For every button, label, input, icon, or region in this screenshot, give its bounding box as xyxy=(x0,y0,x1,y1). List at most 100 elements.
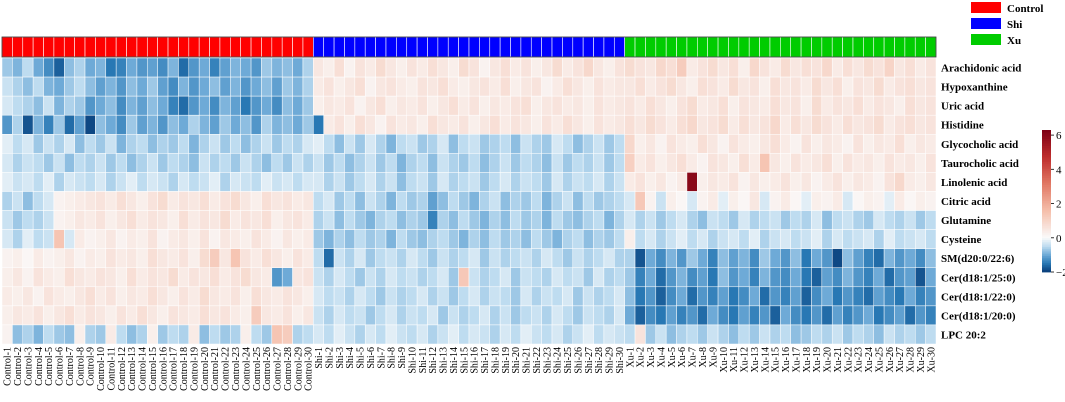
cell-glycocholic-acid-xu-30 xyxy=(925,134,937,154)
column-label-shi-15: Shi-15 xyxy=(459,347,470,374)
cell-cer-d18-1-25-0-control-10 xyxy=(95,267,107,288)
cell-cer-d18-1-22-0-shi-10 xyxy=(406,286,418,307)
cell-cer-d18-1-22-0-control-4 xyxy=(32,286,44,307)
column-label-shi-12: Shi-12 xyxy=(428,347,439,374)
cell-cer-d18-1-22-0-shi-22 xyxy=(531,286,542,307)
cell-taurocholic-acid-shi-17 xyxy=(479,153,491,173)
cell-uric-acid-xu-19 xyxy=(811,95,823,116)
cell-glycocholic-acid-xu-15 xyxy=(769,134,781,154)
cell-cer-d18-1-22-0-xu-7 xyxy=(686,286,698,307)
cell-citric-acid-shi-3 xyxy=(333,191,345,211)
cell-linolenic-acid-control-18 xyxy=(178,172,190,192)
group-bar-cell-xu-21 xyxy=(831,36,843,58)
cell-sm-d20-0-22-6-xu-10 xyxy=(717,248,729,268)
cell-citric-acid-shi-1 xyxy=(313,191,324,211)
cell-histidine-control-4 xyxy=(32,114,44,135)
cell-cer-d18-1-25-0-xu-17 xyxy=(790,267,802,288)
cell-cysteine-control-5 xyxy=(43,229,55,249)
cell-lpc-20-2-xu-23 xyxy=(852,324,864,345)
cell-glycocholic-acid-control-22 xyxy=(219,134,231,154)
cell-hypoxanthine-control-16 xyxy=(157,76,169,97)
cell-linolenic-acid-shi-6 xyxy=(364,172,376,192)
cell-cer-d18-1-20-0-xu-15 xyxy=(769,305,781,326)
cell-uric-acid-control-9 xyxy=(84,95,96,116)
colorbar-segment xyxy=(1042,188,1051,191)
cell-sm-d20-0-22-6-xu-7 xyxy=(686,248,698,268)
cell-hypoxanthine-shi-16 xyxy=(468,76,480,97)
column-label-xu-22: Xu-22 xyxy=(843,347,854,373)
cell-lpc-20-2-control-23 xyxy=(230,324,241,345)
colorbar-segment xyxy=(1042,137,1051,140)
cell-cysteine-xu-6 xyxy=(676,229,688,249)
cell-sm-d20-0-22-6-shi-10 xyxy=(406,248,418,268)
cell-glycocholic-acid-shi-6 xyxy=(364,134,376,154)
cell-cysteine-shi-15 xyxy=(458,229,470,249)
cell-sm-d20-0-22-6-shi-28 xyxy=(593,248,605,268)
cell-citric-acid-control-29 xyxy=(292,191,304,211)
cell-glutamine-control-6 xyxy=(53,210,65,230)
cell-cer-d18-1-22-0-xu-17 xyxy=(790,286,802,307)
cell-sm-d20-0-22-6-shi-4 xyxy=(344,248,356,268)
cell-taurocholic-acid-shi-27 xyxy=(582,153,594,173)
column-label-shi-25: Shi-25 xyxy=(563,347,574,374)
cell-cysteine-xu-4 xyxy=(655,229,667,249)
group-bar-cell-xu-11 xyxy=(728,36,740,58)
cell-cysteine-xu-12 xyxy=(738,229,750,249)
group-bar-cell-xu-24 xyxy=(863,36,875,58)
cell-taurocholic-acid-xu-11 xyxy=(728,153,740,173)
cell-uric-acid-control-29 xyxy=(292,95,304,116)
cell-arachidonic-acid-xu-14 xyxy=(759,57,771,78)
column-label-xu-29: Xu-29 xyxy=(916,347,927,373)
cell-arachidonic-acid-xu-15 xyxy=(769,57,781,78)
cell-glycocholic-acid-shi-29 xyxy=(603,134,615,154)
cell-histidine-shi-2 xyxy=(323,114,335,135)
cell-citric-acid-shi-8 xyxy=(385,191,397,211)
cell-cer-d18-1-25-0-shi-4 xyxy=(344,267,356,288)
cell-arachidonic-acid-control-4 xyxy=(32,57,44,78)
cell-sm-d20-0-22-6-shi-22 xyxy=(531,248,542,268)
cell-sm-d20-0-22-6-control-3 xyxy=(22,248,34,268)
cell-glycocholic-acid-control-24 xyxy=(240,134,252,154)
row-label-histidine: Histidine xyxy=(941,120,984,132)
cell-glycocholic-acid-shi-27 xyxy=(582,134,594,154)
cell-uric-acid-shi-24 xyxy=(551,95,563,116)
cell-histidine-control-7 xyxy=(64,114,75,135)
column-label-control-21: Control-21 xyxy=(210,347,221,391)
cell-lpc-20-2-control-6 xyxy=(53,324,65,345)
cell-cer-d18-1-20-0-xu-27 xyxy=(894,305,906,326)
group-bar-cell-xu-13 xyxy=(748,36,760,58)
cell-sm-d20-0-22-6-control-28 xyxy=(281,248,293,268)
cell-taurocholic-acid-control-16 xyxy=(157,153,169,173)
cell-cer-d18-1-20-0-control-28 xyxy=(281,305,293,326)
cell-lpc-20-2-control-9 xyxy=(84,324,96,345)
cell-glycocholic-acid-shi-28 xyxy=(593,134,605,154)
cell-taurocholic-acid-xu-4 xyxy=(655,153,667,173)
cell-citric-acid-xu-23 xyxy=(852,191,864,211)
cell-citric-acid-control-27 xyxy=(271,191,283,211)
cell-histidine-shi-4 xyxy=(344,114,356,135)
cell-histidine-xu-28 xyxy=(904,114,916,135)
cell-cysteine-xu-25 xyxy=(873,229,885,249)
cell-glycocholic-acid-xu-29 xyxy=(914,134,926,154)
cell-citric-acid-control-15 xyxy=(147,191,158,211)
cell-sm-d20-0-22-6-xu-30 xyxy=(925,248,937,268)
cell-cysteine-control-8 xyxy=(74,229,86,249)
cell-uric-acid-shi-15 xyxy=(458,95,470,116)
cell-citric-acid-control-30 xyxy=(302,191,314,211)
cell-linolenic-acid-xu-2 xyxy=(634,172,646,192)
cell-cer-d18-1-25-0-xu-8 xyxy=(697,267,708,288)
cell-uric-acid-xu-13 xyxy=(748,95,760,116)
colorbar-segment xyxy=(1042,247,1051,250)
cell-hypoxanthine-shi-18 xyxy=(489,76,501,97)
cell-linolenic-acid-shi-16 xyxy=(468,172,480,192)
cell-cysteine-control-26 xyxy=(261,229,273,249)
cell-cysteine-control-20 xyxy=(198,229,210,249)
cell-hypoxanthine-xu-10 xyxy=(717,76,729,97)
cell-citric-acid-xu-2 xyxy=(634,191,646,211)
cell-sm-d20-0-22-6-shi-7 xyxy=(375,248,387,268)
cell-cer-d18-1-20-0-shi-23 xyxy=(541,305,553,326)
cell-lpc-20-2-shi-12 xyxy=(427,324,439,345)
colorbar-segment xyxy=(1042,213,1051,216)
